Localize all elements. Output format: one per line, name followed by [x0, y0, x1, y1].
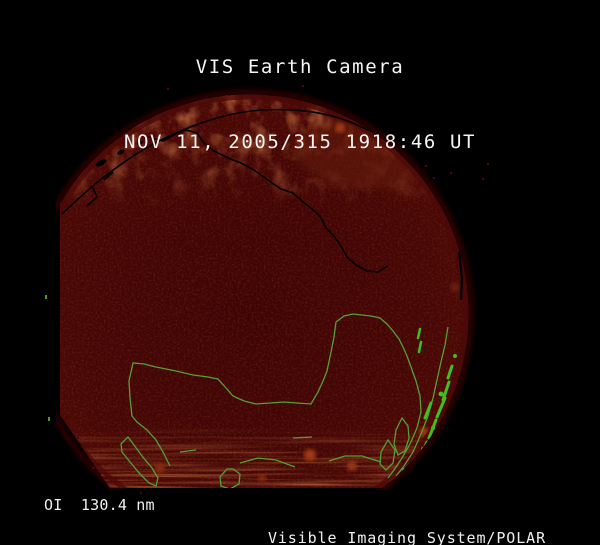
background-noise-specks [45, 85, 489, 494]
limb-rim [60, 94, 469, 489]
title-timestamp: NOV 11, 2005/315 1918:46 UT [123, 131, 477, 153]
credits-block: Visible Imaging System/POLAR The Univers… [228, 496, 546, 545]
credit-instrument: Visible Imaging System/POLAR [267, 529, 546, 545]
coastline-overlay-green [120, 313, 449, 489]
wavelength-label: OI 130.4 nm [44, 496, 155, 514]
limb-dark-bites [95, 141, 143, 167]
limb-halo [56, 89, 474, 490]
coastline-overlay-dark [61, 108, 464, 301]
image-title-block: VIS Earth Camera NOV 11, 2005/315 1918:4… [0, 5, 600, 205]
title-camera-name: VIS Earth Camera [195, 56, 405, 78]
